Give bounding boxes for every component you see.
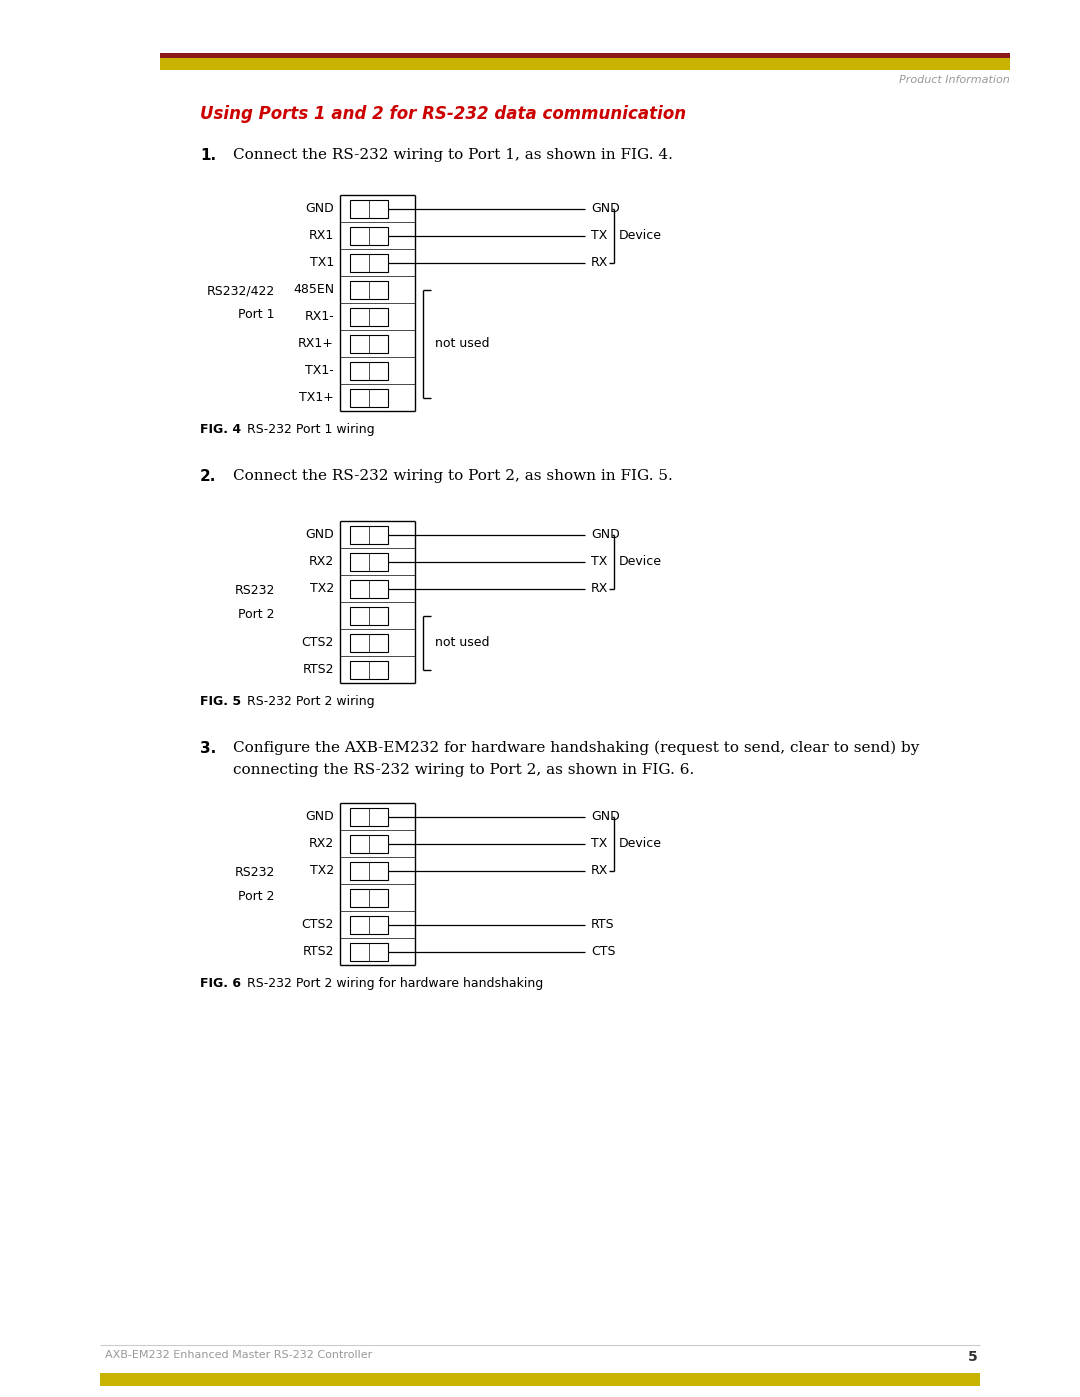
Text: TX: TX: [591, 837, 607, 849]
Bar: [160, 53, 1010, 59]
Text: Port 2: Port 2: [239, 608, 275, 620]
Text: not used: not used: [435, 337, 489, 351]
Bar: [350, 580, 388, 598]
Bar: [350, 281, 388, 299]
Text: RTS: RTS: [591, 918, 615, 930]
Text: CTS2: CTS2: [301, 918, 334, 930]
Text: Device: Device: [619, 837, 662, 849]
Text: 485EN: 485EN: [293, 284, 334, 296]
Text: Using Ports 1 and 2 for RS-232 data communication: Using Ports 1 and 2 for RS-232 data comm…: [200, 105, 686, 123]
Bar: [350, 200, 388, 218]
Text: FIG. 5: FIG. 5: [200, 694, 241, 708]
Text: CTS: CTS: [591, 944, 616, 958]
Text: GND: GND: [591, 203, 620, 215]
Bar: [350, 834, 388, 852]
Bar: [350, 633, 388, 651]
Text: GND: GND: [306, 810, 334, 823]
Bar: [350, 552, 388, 570]
Bar: [350, 807, 388, 826]
Bar: [350, 253, 388, 271]
Text: RTS2: RTS2: [302, 664, 334, 676]
Text: Port 2: Port 2: [239, 890, 275, 902]
Text: Device: Device: [619, 229, 662, 242]
Text: RTS2: RTS2: [302, 944, 334, 958]
Text: Configure the AXB-EM232 for hardware handshaking (request to send, clear to send: Configure the AXB-EM232 for hardware han…: [233, 740, 919, 756]
Text: RX: RX: [591, 863, 608, 877]
Bar: [350, 661, 388, 679]
Text: connecting the RS-232 wiring to Port 2, as shown in FIG. 6.: connecting the RS-232 wiring to Port 2, …: [233, 763, 694, 777]
Text: RS-232 Port 1 wiring: RS-232 Port 1 wiring: [239, 423, 375, 436]
Text: Connect the RS-232 wiring to Port 1, as shown in FIG. 4.: Connect the RS-232 wiring to Port 1, as …: [233, 148, 673, 162]
Text: FIG. 6: FIG. 6: [200, 977, 241, 990]
Text: RX2: RX2: [309, 555, 334, 569]
Bar: [350, 943, 388, 961]
Bar: [160, 59, 1010, 70]
Bar: [350, 888, 388, 907]
Text: TX2: TX2: [310, 863, 334, 877]
Bar: [350, 388, 388, 407]
Text: RS-232 Port 2 wiring for hardware handshaking: RS-232 Port 2 wiring for hardware handsh…: [239, 977, 543, 990]
Text: 5: 5: [969, 1350, 978, 1363]
Bar: [350, 334, 388, 352]
Text: RX1-: RX1-: [305, 310, 334, 323]
Text: Port 1: Port 1: [239, 309, 275, 321]
Bar: [350, 915, 388, 933]
Text: 3.: 3.: [200, 740, 216, 756]
Text: Product Information: Product Information: [900, 75, 1010, 85]
Text: RS232: RS232: [234, 866, 275, 879]
Text: TX1: TX1: [310, 256, 334, 270]
Text: RX1+: RX1+: [298, 337, 334, 351]
Text: RX2: RX2: [309, 837, 334, 849]
Text: RS-232 Port 2 wiring: RS-232 Port 2 wiring: [239, 694, 375, 708]
Text: not used: not used: [435, 636, 489, 650]
Text: FIG. 4: FIG. 4: [200, 423, 241, 436]
Bar: [350, 226, 388, 244]
Text: GND: GND: [591, 528, 620, 541]
Text: TX1-: TX1-: [306, 365, 334, 377]
Text: RX: RX: [591, 583, 608, 595]
Text: RS232/422: RS232/422: [206, 285, 275, 298]
Bar: [350, 525, 388, 543]
Text: Connect the RS-232 wiring to Port 2, as shown in FIG. 5.: Connect the RS-232 wiring to Port 2, as …: [233, 469, 673, 483]
Text: TX2: TX2: [310, 583, 334, 595]
Text: TX: TX: [591, 229, 607, 242]
Text: CTS2: CTS2: [301, 636, 334, 650]
Bar: [350, 862, 388, 880]
Bar: [100, 1373, 980, 1386]
Text: AXB-EM232 Enhanced Master RS-232 Controller: AXB-EM232 Enhanced Master RS-232 Control…: [105, 1350, 373, 1361]
Text: GND: GND: [306, 203, 334, 215]
Text: 2.: 2.: [200, 469, 216, 483]
Text: TX: TX: [591, 555, 607, 569]
Text: RX: RX: [591, 256, 608, 270]
Bar: [350, 362, 388, 380]
Text: RX1: RX1: [309, 229, 334, 242]
Text: TX1+: TX1+: [299, 391, 334, 404]
Bar: [350, 307, 388, 326]
Bar: [350, 606, 388, 624]
Text: GND: GND: [306, 528, 334, 541]
Text: GND: GND: [591, 810, 620, 823]
Text: RS232: RS232: [234, 584, 275, 597]
Text: 1.: 1.: [200, 148, 216, 163]
Text: Device: Device: [619, 555, 662, 569]
